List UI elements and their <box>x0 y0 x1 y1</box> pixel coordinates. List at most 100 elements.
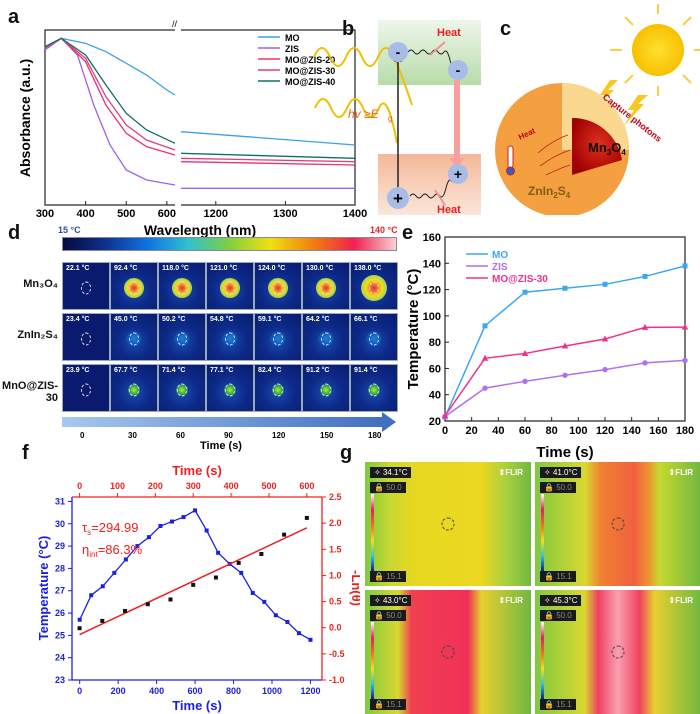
y-tick-label: 60 <box>429 363 441 375</box>
temperature-point <box>262 599 267 604</box>
scale-max-value: 50.0 <box>556 483 572 492</box>
legend-entry: ZIS <box>285 44 299 54</box>
temperature-readout: 124.0 °C <box>258 265 286 272</box>
data-point <box>521 349 529 356</box>
x-tick-label: 1000 <box>262 686 282 696</box>
ir-color-scale <box>371 494 374 572</box>
x2-tick-label: 300 <box>186 481 201 491</box>
temperature-readout: 92.4 °C <box>114 265 138 272</box>
heat-label: Heat <box>437 204 461 215</box>
y-tick-label: 20 <box>429 416 441 428</box>
time-tick-label: 30 <box>128 431 137 440</box>
series-line-2 <box>444 326 686 417</box>
scale-min-value: 15.1 <box>386 700 402 709</box>
temperature-readout: 67.7 °C <box>114 367 138 374</box>
x-tick-label: 1200 <box>300 686 320 696</box>
thermal-image: 23.9 °C <box>62 364 110 412</box>
measurement-circle <box>177 383 187 397</box>
temperature-point <box>273 613 278 618</box>
temperature-point <box>77 617 82 622</box>
data-point <box>482 323 488 329</box>
thermal-image: 121.0 °C <box>206 262 254 310</box>
lntheta-point <box>259 551 264 556</box>
temperature-readout: 130.0 °C <box>306 265 334 272</box>
y-tick-label: 23 <box>55 675 65 685</box>
x-tick-label: 140 <box>622 425 640 437</box>
temperature-readout: 22.1 °C <box>66 265 90 272</box>
y-tick-label: 140 <box>423 258 441 270</box>
ir-photo: ✧ 34.1°C 🔒 50.0 🔒 15.1 ⇕FLIR <box>365 462 531 586</box>
temperature-point <box>100 584 105 589</box>
scale-min-value: 15.1 <box>556 700 572 709</box>
y-tick-label: 100 <box>423 311 441 323</box>
x2-tick-label: 0 <box>77 481 82 491</box>
y2-tick-label: 1.0 <box>329 570 342 580</box>
panel-label-a: a <box>8 6 20 28</box>
series-line-1 <box>444 359 686 418</box>
ir-color-scale <box>541 622 544 700</box>
temperature-readout: 82.4 °C <box>258 367 282 374</box>
data-point <box>641 323 649 330</box>
temperature-readout: ✧ 45.3°C <box>540 595 582 606</box>
legend-entry: MO <box>492 250 508 261</box>
x-tick-label: 200 <box>111 686 126 696</box>
svg-text:g: g <box>388 114 392 123</box>
x-axis-label: Time (s) <box>536 444 593 460</box>
lntheta-point <box>304 515 309 520</box>
temperature-point <box>285 619 290 624</box>
temperature-point <box>123 557 128 562</box>
crosshair-icon <box>441 517 455 531</box>
flir-logo: ⇕FLIR <box>498 596 523 605</box>
x2-tick-label: 400 <box>224 481 239 491</box>
temperature-point <box>296 631 301 636</box>
data-point <box>482 385 488 391</box>
thermal-image: 45.0 °C <box>110 313 158 361</box>
measurement-circle <box>369 281 379 295</box>
lntheta-point <box>236 560 241 565</box>
light-wave-icon <box>314 98 398 144</box>
temperature-point <box>250 590 255 595</box>
temperature-readout: 59.1 °C <box>258 316 282 323</box>
data-point <box>601 335 609 342</box>
measurement-circle <box>321 332 331 346</box>
measurement-circle <box>129 332 139 346</box>
svg-text:-: - <box>396 44 401 60</box>
thermal-image: 82.4 °C <box>254 364 302 412</box>
data-point <box>562 285 568 291</box>
lntheta-point <box>168 597 173 602</box>
svg-text:ZnIn2S4: ZnIn2S4 <box>528 184 571 200</box>
lntheta-point <box>282 532 287 537</box>
legend-entry: MO@ZIS-20 <box>285 55 335 65</box>
ir-photo: ✧ 45.3°C 🔒 50.0 🔒 15.1 ⇕FLIR <box>535 590 700 714</box>
tau-annotation: τs=294.99 <box>82 520 139 537</box>
y-tick-label: 31 <box>55 496 65 506</box>
temperature-value: 43.0°C <box>382 596 408 605</box>
fit-line <box>79 527 308 636</box>
row-label: Mn₃O₄ <box>23 278 58 290</box>
temperature-readout: ✧ 41.0°C <box>540 467 582 478</box>
measurement-circle <box>369 383 379 397</box>
y-axis-label: Temperature (°C) <box>36 536 51 641</box>
row-label: ZnIn₂S₄ <box>17 329 58 341</box>
temperature-value: 41.0°C <box>552 468 578 477</box>
measurement-circle <box>369 332 379 346</box>
y2-tick-label: -0.5 <box>329 649 345 659</box>
temperature-point <box>204 528 209 533</box>
y2-axis-label: -Ln(θ) <box>349 570 360 606</box>
thermal-image: 22.1 °C <box>62 262 110 310</box>
temperature-point <box>239 570 244 575</box>
row-label: MnO@ZIS-30 <box>2 380 58 404</box>
temperature-readout: 23.9 °C <box>66 367 90 374</box>
panel-label-c: c <box>500 18 512 40</box>
flir-brand: FLIR <box>675 468 693 477</box>
temperature-readout: 23.4 °C <box>66 316 90 323</box>
temperature-readout: 71.4 °C <box>162 367 186 374</box>
time-tick-label: 90 <box>224 431 233 440</box>
time-tick-label: 0 <box>80 431 85 440</box>
flir-logo: ⇕FLIR <box>668 596 693 605</box>
data-point <box>682 263 688 269</box>
panel-label-e: e <box>402 222 414 244</box>
x-tick-label: 400 <box>76 208 94 220</box>
